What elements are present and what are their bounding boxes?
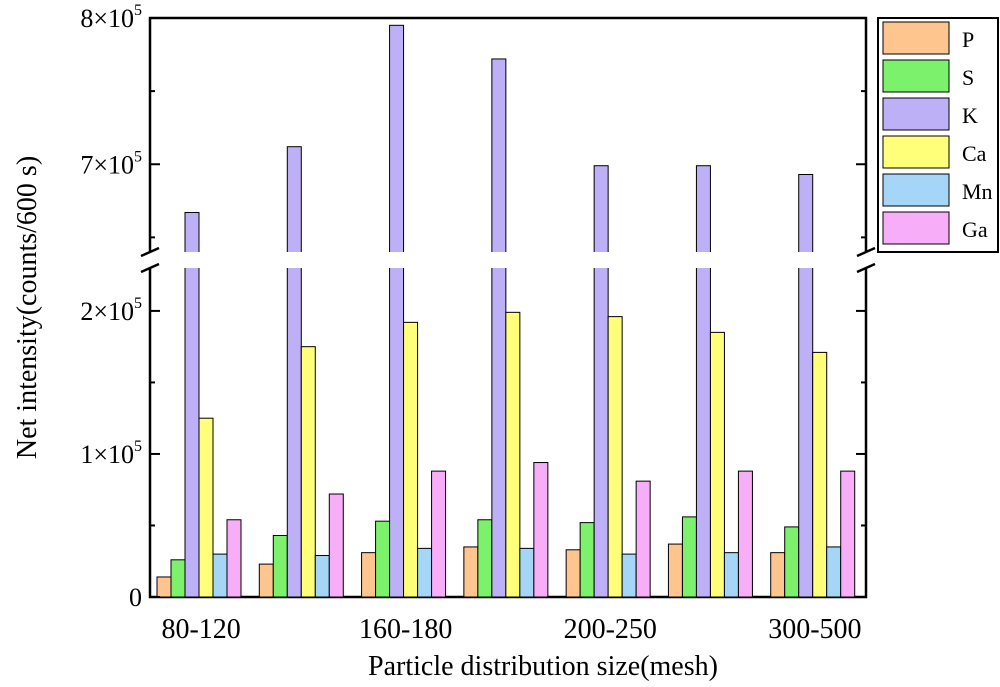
bar-mn-3 — [519, 547, 535, 598]
bar-ga-5 — [737, 470, 753, 598]
bar-s-3 — [477, 519, 493, 598]
bar-ga-4 — [635, 480, 651, 598]
legend-swatch-k — [882, 97, 950, 131]
y-tick-label-200000: 2×105 — [80, 295, 142, 326]
bar-s-1 — [272, 534, 288, 598]
bar-s-5 — [681, 516, 697, 598]
bar-ca-4 — [607, 316, 623, 598]
bar-k-4 — [593, 165, 609, 598]
legend-swatch-s — [882, 59, 950, 93]
bar-p-6 — [770, 552, 786, 598]
bar-ca-0 — [198, 417, 214, 598]
bar-k-2 — [389, 24, 405, 598]
x-tick-label-80-120: 80-120 — [161, 614, 240, 645]
bar-mn-6 — [826, 546, 842, 598]
bar-p-1 — [258, 563, 274, 598]
axis-break-mark-left-bottom — [140, 262, 160, 274]
bar-s-0 — [170, 559, 186, 598]
legend-label-k: K — [962, 103, 978, 128]
bar-s-6 — [784, 526, 800, 598]
bar-mn-2 — [417, 547, 433, 598]
bar-p-5 — [667, 543, 683, 598]
y-tick-label-800000: 8×105 — [80, 2, 142, 33]
bar-p-4 — [565, 549, 581, 598]
bar-ga-0 — [226, 519, 242, 598]
legend: PSK Ca Mn Ga — [877, 17, 999, 253]
y-axis-title: Net intensity(counts/600 s) — [12, 156, 43, 459]
bar-k-1 — [286, 146, 302, 598]
bar-p-3 — [463, 546, 479, 598]
bar-ga-3 — [533, 462, 549, 598]
legend-label-ga: Ga — [962, 217, 988, 242]
bar-ga-1 — [328, 493, 344, 598]
axis-break-cover-right — [863, 252, 869, 268]
y-tick-label-0: 0 — [129, 583, 142, 612]
bar-k-0 — [184, 212, 200, 598]
y-tick-label-700000: 7×105 — [80, 148, 142, 179]
axis-break-cover-left — [147, 252, 153, 268]
axis-break — [140, 246, 876, 274]
bar-s-4 — [579, 522, 595, 598]
bar-k-3 — [491, 58, 507, 598]
bar-k-5 — [695, 165, 711, 598]
x-tick-label-160-180: 160-180 — [359, 614, 452, 645]
bar-mn-4 — [621, 553, 637, 598]
y-ticks — [150, 17, 866, 598]
axis-break-mark-right-top — [856, 246, 876, 258]
bar-ga-2 — [431, 470, 447, 598]
x-tick-labels: 80-120 160-180 200-250 300-500 — [161, 614, 861, 645]
legend-swatch-p — [882, 21, 950, 55]
x-tick-label-200-250: 200-250 — [564, 614, 657, 645]
legend-swatch-ga — [882, 211, 950, 245]
bar-p-2 — [361, 552, 377, 598]
legend-swatch-ca — [882, 135, 950, 169]
legend-label-mn: Mn — [962, 179, 993, 204]
axis-break-gap — [152, 252, 864, 268]
legend-swatch-mn — [882, 173, 950, 207]
bar-ca-1 — [300, 346, 316, 598]
axis-break-mark-left-top — [140, 246, 160, 258]
bar-ga-6 — [840, 470, 856, 598]
y-tick-label-100000: 1×105 — [80, 438, 142, 469]
bar-mn-1 — [314, 555, 330, 598]
bar-k-6 — [798, 173, 814, 598]
x-tick-label-300-500: 300-500 — [768, 614, 861, 645]
bar-ca-3 — [505, 311, 521, 598]
bars — [156, 24, 856, 598]
axis-break-mark-right-bottom — [856, 262, 876, 274]
bar-mn-5 — [723, 552, 739, 598]
bar-ca-6 — [812, 351, 828, 598]
y-tick-labels: 0 1×105 2×105 7×105 8×105 — [80, 2, 142, 612]
legend-label-p: P — [962, 27, 974, 52]
bar-s-2 — [375, 520, 391, 598]
legend-label-s: S — [962, 65, 974, 90]
bar-p-0 — [156, 576, 172, 598]
legend-label-ca: Ca — [962, 141, 987, 166]
bar-mn-0 — [212, 553, 228, 598]
bar-ca-2 — [403, 321, 419, 598]
x-axis-title: Particle distribution size(mesh) — [368, 651, 718, 682]
bar-ca-5 — [709, 331, 725, 598]
